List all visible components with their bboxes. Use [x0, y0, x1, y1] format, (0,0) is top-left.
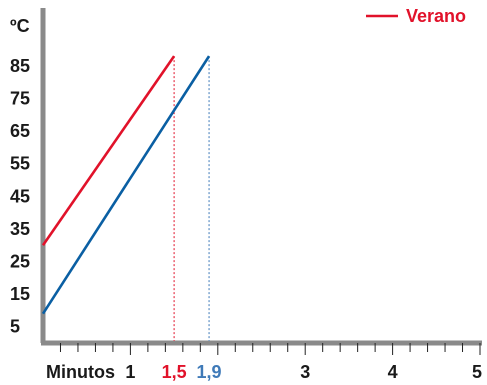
- legend-label: Verano: [406, 6, 466, 26]
- y-tick-label: 85: [10, 56, 30, 76]
- y-tick-label: 5: [10, 317, 20, 337]
- x-tick-label: 1: [125, 362, 135, 382]
- y-tick-label: 35: [10, 219, 30, 239]
- y-tick-label: 25: [10, 252, 30, 272]
- x-tick-label: 4: [388, 362, 398, 382]
- series-line: [41, 55, 176, 246]
- legend: Verano: [366, 6, 466, 26]
- y-tick-label: 15: [10, 284, 30, 304]
- y-axis-unit: ºC: [10, 16, 30, 36]
- series-line: [41, 55, 211, 315]
- y-tick-label: 45: [10, 186, 30, 206]
- x-axis-title: Minutos: [46, 362, 115, 382]
- y-tick-label: 65: [10, 121, 30, 141]
- y-tick-label: 55: [10, 154, 30, 174]
- x-tick-label: 5: [472, 362, 482, 382]
- series-lines: [41, 55, 211, 315]
- x-tick-label: 3: [300, 362, 310, 382]
- axes: [40, 8, 482, 355]
- x-tick-label: 1,5: [162, 362, 187, 382]
- y-tick-label: 75: [10, 89, 30, 109]
- reference-lines: [173, 56, 210, 341]
- x-tick-label: 1,9: [197, 362, 222, 382]
